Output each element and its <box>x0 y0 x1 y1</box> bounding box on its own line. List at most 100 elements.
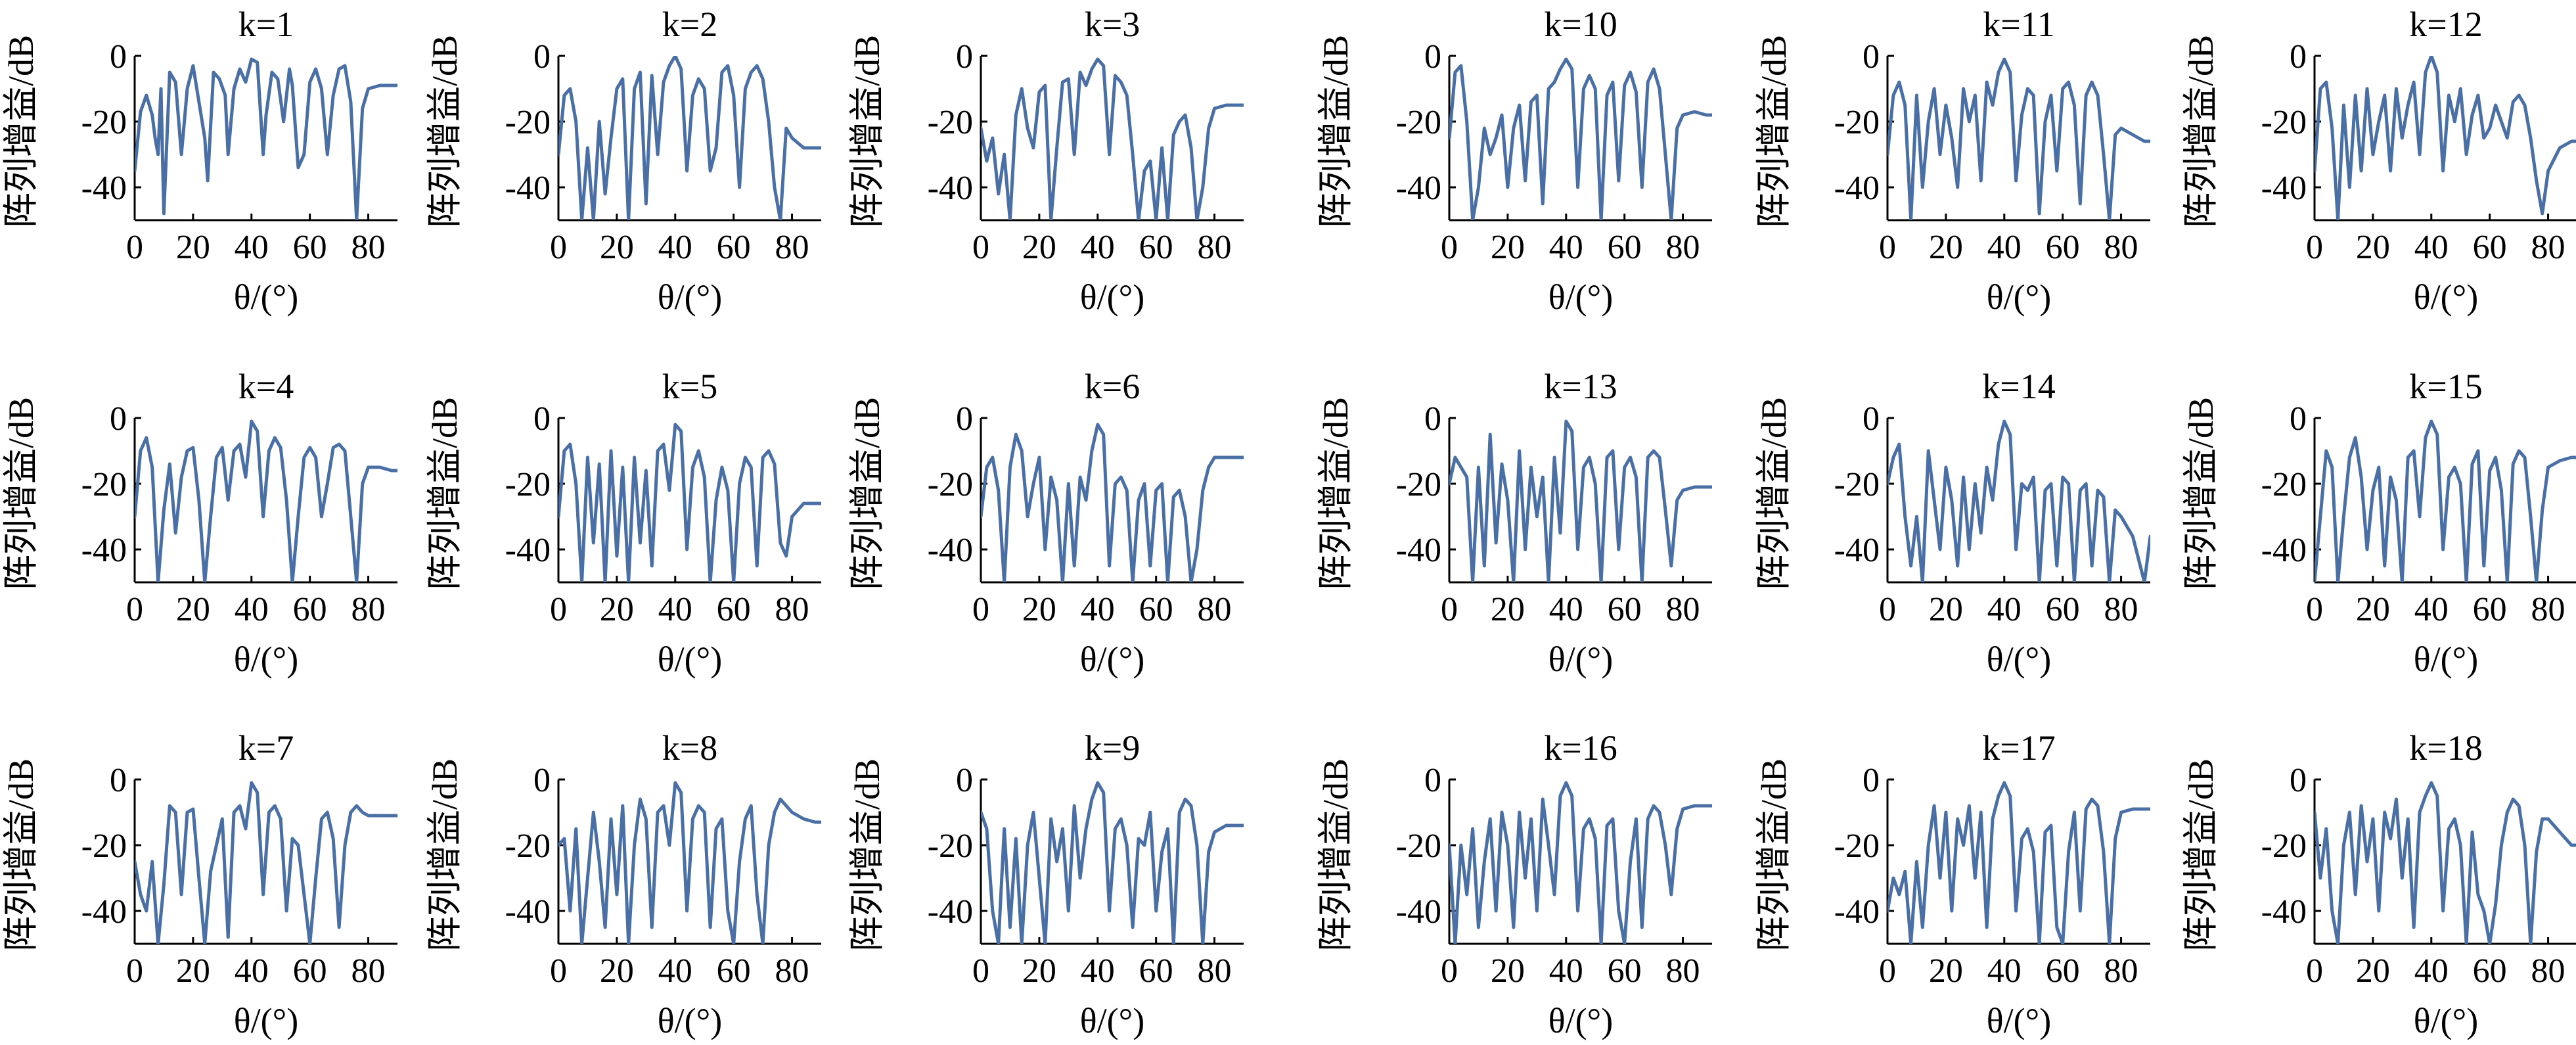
x-tick-label: 60 <box>2046 952 2080 990</box>
x-axis-title: θ/(°) <box>1548 1001 1613 1040</box>
y-tick-label: 0 <box>533 400 551 438</box>
panel-title: k=2 <box>662 5 717 44</box>
series-line <box>981 781 1244 944</box>
x-axis-title: θ/(°) <box>1987 277 2051 317</box>
x-tick-label: 20 <box>1491 952 1525 990</box>
x-tick-label: 40 <box>2414 591 2449 628</box>
x-tick-label: 20 <box>1929 952 1963 990</box>
panel-title: k=5 <box>662 367 717 406</box>
x-axis-title: θ/(°) <box>234 639 298 679</box>
y-tick-label: 0 <box>533 38 551 76</box>
x-tick-label: 0 <box>1879 229 1896 266</box>
x-tick-label: 0 <box>550 229 567 266</box>
y-axis-title: 阵列增益/dB <box>1 758 41 952</box>
series-line <box>135 781 397 944</box>
y-tick-label: -40 <box>1396 170 1441 207</box>
y-tick-label: 0 <box>110 38 127 76</box>
series-line <box>2315 56 2576 220</box>
panel-title: k=7 <box>238 728 294 768</box>
y-tick-label: -40 <box>1396 532 1441 569</box>
panel-title: k=6 <box>1085 367 1140 406</box>
x-tick-label: 20 <box>176 591 210 628</box>
x-tick-label: 60 <box>293 952 327 990</box>
y-tick-label: 0 <box>1863 38 1880 76</box>
y-axis-title: 阵列增益/dB <box>425 35 464 228</box>
x-tick-label: 0 <box>1441 952 1458 990</box>
y-tick-label: -20 <box>505 827 551 865</box>
y-tick-label: 0 <box>110 400 127 438</box>
panel-title: k=12 <box>2409 5 2482 44</box>
series-line <box>1887 57 2150 220</box>
y-tick-label: -20 <box>1834 466 1880 503</box>
y-tick-label: -40 <box>81 532 127 569</box>
x-tick-label: 80 <box>1198 229 1232 266</box>
x-tick-label: 20 <box>176 952 210 990</box>
x-tick-label: 80 <box>351 229 386 266</box>
x-tick-label: 0 <box>972 229 989 266</box>
panel-title: k=11 <box>1983 5 2054 44</box>
x-axis-title: θ/(°) <box>1987 1001 2051 1040</box>
x-tick-label: 60 <box>2473 952 2507 990</box>
series-line <box>1449 57 1712 220</box>
x-tick-label: 20 <box>600 952 634 990</box>
series-line <box>2315 419 2576 582</box>
y-tick-label: 0 <box>1424 400 1441 438</box>
x-tick-label: 80 <box>775 591 809 628</box>
x-tick-label: 40 <box>235 591 269 628</box>
x-tick-label: 60 <box>717 952 751 990</box>
x-tick-label: 80 <box>351 591 386 628</box>
panel-title: k=16 <box>1544 728 1617 768</box>
y-tick-label: 0 <box>956 400 973 438</box>
x-axis-title: θ/(°) <box>658 639 722 679</box>
series-line <box>1449 781 1712 944</box>
x-axis-title: θ/(°) <box>658 1001 722 1040</box>
series-line <box>981 423 1244 582</box>
series-line <box>1887 419 2150 582</box>
x-tick-label: 80 <box>1198 952 1232 990</box>
y-tick-label: 0 <box>533 762 551 799</box>
x-tick-label: 60 <box>2046 229 2080 266</box>
y-tick-label: -20 <box>505 104 551 141</box>
y-axis-title: 阵列增益/dB <box>847 397 887 590</box>
y-tick-label: -20 <box>81 466 127 503</box>
x-axis-title: θ/(°) <box>1080 639 1144 679</box>
x-tick-label: 80 <box>775 952 809 990</box>
x-tick-label: 40 <box>1549 952 1583 990</box>
series-line <box>1887 781 2150 944</box>
x-tick-label: 80 <box>351 952 386 990</box>
x-axis-title: θ/(°) <box>1548 277 1613 317</box>
x-axis-title: θ/(°) <box>2414 639 2478 679</box>
y-tick-label: -20 <box>1834 104 1880 141</box>
y-axis-title: 阵列增益/dB <box>1316 397 1355 590</box>
x-tick-label: 0 <box>2306 229 2323 266</box>
x-tick-label: 80 <box>2104 952 2138 990</box>
y-axis-title: 阵列增益/dB <box>1316 758 1355 952</box>
x-tick-label: 20 <box>2356 591 2390 628</box>
panel-title: k=8 <box>662 728 717 768</box>
x-axis-title: θ/(°) <box>234 277 298 317</box>
x-tick-label: 60 <box>717 229 751 266</box>
panel-title: k=18 <box>2409 728 2482 768</box>
x-tick-label: 20 <box>176 229 210 266</box>
y-axis-title: 阵列增益/dB <box>1754 397 1794 590</box>
y-tick-label: -20 <box>1834 827 1880 865</box>
y-tick-label: -40 <box>81 893 127 931</box>
x-tick-label: 20 <box>600 591 634 628</box>
y-tick-label: -20 <box>81 827 127 865</box>
y-tick-label: -40 <box>928 532 973 569</box>
x-tick-label: 40 <box>1987 952 2022 990</box>
x-tick-label: 0 <box>1879 952 1896 990</box>
y-tick-label: 0 <box>1863 762 1880 799</box>
panel-title: k=14 <box>1982 367 2055 406</box>
y-axis-title: 阵列增益/dB <box>425 758 464 952</box>
x-axis-title: θ/(°) <box>1548 639 1613 679</box>
x-tick-label: 20 <box>1022 591 1056 628</box>
x-tick-label: 20 <box>2356 952 2390 990</box>
y-tick-label: -40 <box>505 893 551 931</box>
x-tick-label: 80 <box>775 229 809 266</box>
x-tick-label: 40 <box>658 952 692 990</box>
y-axis-title: 阵列增益/dB <box>2181 758 2221 952</box>
x-tick-label: 40 <box>658 229 692 266</box>
y-tick-label: 0 <box>2290 762 2307 799</box>
y-axis-title: 阵列增益/dB <box>1754 35 1794 228</box>
